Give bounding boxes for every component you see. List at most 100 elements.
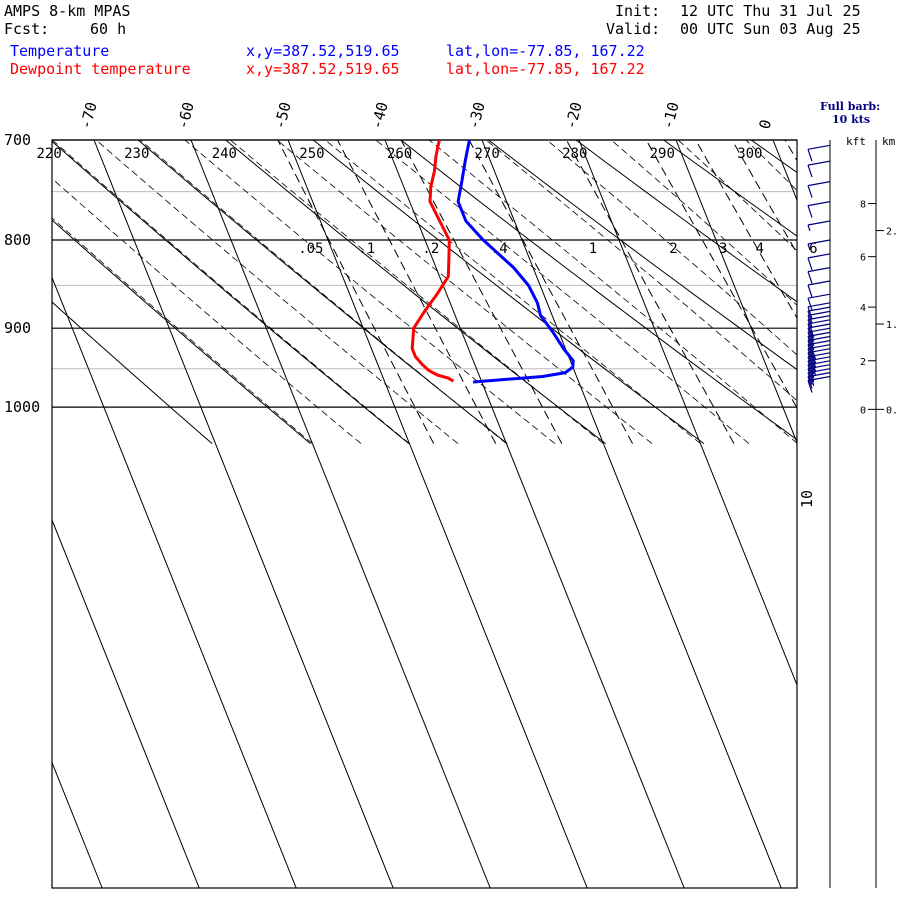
wind-barb (807, 181, 831, 198)
dry-adiabat (312, 140, 705, 445)
init-value: 12 UTC Thu 31 Jul 25 (680, 2, 861, 20)
isotherm-tick-label: -20 (561, 100, 585, 131)
wind-barb (807, 310, 831, 328)
moist-adiabat-label: 10 (798, 490, 816, 508)
km-tick-label: 2. (886, 227, 898, 238)
pressure-tick-label: 800 (4, 231, 31, 249)
isotherm-tick-label: -50 (270, 100, 294, 131)
moist-adiabat (610, 140, 797, 306)
wind-barb (807, 267, 831, 284)
dry-adiabat (823, 129, 900, 443)
theta-tick-label: 270 (475, 146, 500, 162)
temperature-line (456, 140, 575, 384)
isotherm-line (481, 140, 782, 888)
moist-adiabat (428, 140, 797, 444)
isotherms (0, 140, 900, 888)
wind-barb (807, 306, 831, 324)
moist-adiabat (139, 140, 507, 444)
dry-adiabat (52, 219, 311, 444)
moist-adiabat (52, 140, 410, 444)
dry-adiabat (400, 140, 797, 441)
theta-tick-label: 250 (299, 146, 324, 162)
moist-adiabat (184, 140, 556, 444)
isotherm-line (52, 518, 200, 888)
isotherm-line (52, 276, 297, 888)
kft-tick-label: 8 (860, 200, 866, 211)
pressure-tick-label: 1000 (4, 398, 40, 416)
forecast-value: 60 h (90, 20, 127, 38)
isotherm-line (93, 140, 394, 888)
isotherm-line (675, 140, 797, 444)
isotherm-line (578, 140, 797, 687)
wind-barb (807, 253, 831, 271)
mixing-ratio-label: 2 (669, 241, 677, 257)
barb-note-line1: Full barb: (820, 100, 881, 113)
moist-adiabat (802, 129, 900, 443)
valid-label: Valid: (606, 20, 661, 38)
moist-adiabat (485, 140, 797, 402)
model-title: AMPS 8-km MPAS (4, 2, 131, 20)
forecast-label: Fcst: (4, 20, 50, 38)
legend-temperature: Temperature (10, 42, 110, 60)
moist-adiabat (276, 140, 653, 444)
isotherm-tick-label: -10 (658, 100, 682, 131)
mixing-ratio-label: 6 (809, 241, 817, 257)
mixing-ratio-label: 3 (719, 241, 727, 257)
legend-temperature-xy: x,y=387.52,519.65 (246, 42, 400, 60)
legend-dewpoint-latlon: lat,lon=-77.85, 167.22 (446, 60, 645, 78)
dry-adiabat (52, 301, 213, 444)
isotherm-tick-label: 0 (755, 118, 775, 131)
km-axis-label: km (882, 135, 896, 148)
minor-gridlines (52, 191, 797, 370)
isotherm-tick-label: -70 (76, 100, 100, 131)
wind-barb (807, 144, 831, 162)
mixing-ratio-label: .2 (422, 241, 439, 257)
isotherm-line (190, 140, 491, 888)
dry-adiabats (52, 129, 900, 445)
wind-barb (807, 239, 831, 251)
dry-adiabat (487, 140, 797, 371)
mixing-ratio-line (645, 140, 797, 409)
theta-tick-label: 300 (737, 146, 762, 162)
isotherm-line (0, 140, 5, 888)
moist-adiabat (52, 177, 362, 444)
mixing-ratio-lines (277, 140, 797, 444)
wind-barb (807, 280, 831, 298)
theta-tick-label: 230 (124, 146, 149, 162)
mixing-ratio-label: .4 (491, 241, 508, 257)
kft-tick-label: 6 (860, 253, 866, 264)
isotherm-line (772, 140, 797, 202)
sounding-series (410, 140, 575, 384)
km-tick-label: 1. (886, 320, 898, 331)
isotherm-tick-label: -40 (367, 100, 391, 131)
valid-value: 00 UTC Sun 03 Aug 25 (680, 20, 861, 38)
kft-tick-label: 0 (860, 405, 866, 416)
init-label: Init: (615, 2, 661, 20)
pressure-tick-label: 700 (4, 131, 31, 149)
mixing-ratio-line (731, 140, 797, 255)
legend-temperature-latlon: lat,lon=-77.85, 167.22 (446, 42, 645, 60)
moist-adiabat (867, 129, 900, 443)
mixing-ratio-line (277, 140, 435, 444)
wind-barb (807, 201, 831, 218)
moist-adiabats (52, 129, 900, 444)
theta-tick-label: 220 (37, 146, 62, 162)
wind-barb (807, 220, 831, 232)
legend-dewpoint-xy: x,y=387.52,519.65 (246, 60, 400, 78)
wind-barb (807, 315, 831, 332)
mixing-ratio-label: .05 (298, 241, 323, 257)
isotherm-line (384, 140, 685, 888)
dewpoint-line (410, 140, 455, 383)
mixing-ratio-label: .1 (358, 241, 375, 257)
dry-adiabat (224, 140, 606, 444)
kft-axis-label: kft (846, 135, 866, 148)
moist-adiabat (52, 217, 313, 444)
dry-adiabat (662, 140, 797, 237)
moist-adiabat (229, 140, 604, 444)
isotherm-tick-label: -30 (464, 100, 488, 131)
moist-adiabat (95, 140, 459, 444)
wind-barb (807, 160, 831, 178)
kft-tick-label: 4 (860, 303, 866, 314)
isotherm-line (870, 140, 900, 888)
